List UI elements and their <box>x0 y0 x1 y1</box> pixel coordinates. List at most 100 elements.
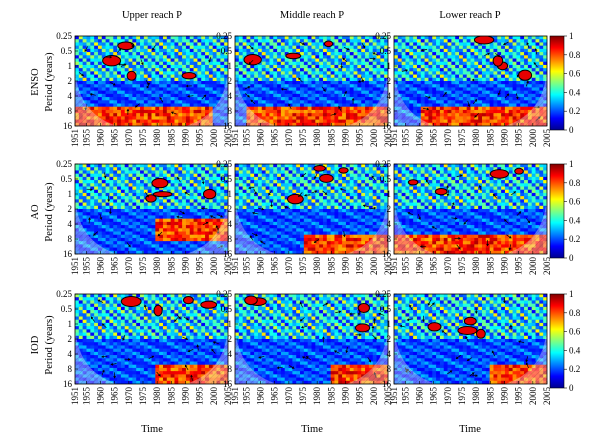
x-tick-label: 1951 <box>70 129 80 147</box>
y-tick-label: 1 <box>387 319 392 329</box>
x-tick-label: 2000 <box>209 129 219 148</box>
x-tick-label: 2000 <box>528 257 538 276</box>
row-label-enso: ENSO <box>30 68 41 96</box>
y-tick-label: 1 <box>68 319 73 329</box>
x-tick-label: 1960 <box>415 387 425 406</box>
y-tick-label: 0.25 <box>56 31 72 41</box>
x-tick-label: 1990 <box>341 387 351 406</box>
y-tick-label: 4 <box>228 219 233 229</box>
x-tick-label: 1955 <box>81 129 91 148</box>
x-axis-title-lower: Time <box>459 424 481 435</box>
colorbar-tick-label: 0.2 <box>569 234 580 244</box>
y-tick-label: 16 <box>382 121 392 131</box>
x-tick-label: 2000 <box>369 257 379 276</box>
row-label-ao: AO <box>30 204 41 220</box>
x-tick-label: 1980 <box>471 129 481 148</box>
x-tick-label: 1980 <box>471 387 481 406</box>
y-tick-label: 2 <box>68 204 73 214</box>
y-tick-label: 2 <box>228 204 233 214</box>
x-tick-label: 1980 <box>312 129 322 148</box>
x-tick-label: 2000 <box>209 387 219 406</box>
x-tick-label: 1990 <box>181 129 191 148</box>
column-title-lower: Lower reach P <box>439 10 500 21</box>
y-tick-label: 16 <box>223 121 233 131</box>
y-tick-label: 2 <box>68 76 73 86</box>
y-tick-label: 0.5 <box>221 174 233 184</box>
x-tick-label: 1980 <box>152 387 162 406</box>
x-tick-label: 2005 <box>223 387 233 406</box>
x-tick-label: 1990 <box>500 387 510 406</box>
y-tick-label: 0.25 <box>56 289 72 299</box>
y-tick-label: 0.5 <box>61 304 73 314</box>
x-tick-label: 1995 <box>195 387 205 406</box>
colorbar-tick-label: 0.8 <box>569 50 581 60</box>
y-tick-label: 0.25 <box>216 31 232 41</box>
x-tick-label: 1965 <box>110 129 120 148</box>
x-tick-label: 1975 <box>138 129 148 148</box>
x-tick-label: 1985 <box>326 387 336 406</box>
y-tick-label: 8 <box>387 364 392 374</box>
x-tick-label: 1990 <box>181 257 191 276</box>
colorbar-tick-label: 1 <box>569 159 574 169</box>
x-tick-label: 1955 <box>241 257 251 276</box>
x-tick-label: 1995 <box>514 129 524 148</box>
colorbar-enso: 1 0.8 0.6 0.4 0.2 0 <box>549 31 581 135</box>
x-tick-label: 1960 <box>256 129 266 148</box>
y-tick-label: 8 <box>68 106 73 116</box>
y-tick-label: 0.25 <box>56 159 72 169</box>
x-tick-label: 1995 <box>355 129 365 148</box>
x-tick-label: 2005 <box>223 257 233 276</box>
y-tick-label: 16 <box>63 121 73 131</box>
y-tick-label: 2 <box>68 334 73 344</box>
x-tick-label: 1951 <box>70 257 80 275</box>
column-title-middle: Middle reach P <box>280 10 344 21</box>
y-tick-label: 16 <box>223 379 233 389</box>
x-tick-label: 1995 <box>195 129 205 148</box>
y-tick-label: 8 <box>387 106 392 116</box>
colorbar-iod: 1 0.8 0.6 0.4 0.2 0 <box>549 289 581 393</box>
colorbar-tick-label: 0.8 <box>569 178 581 188</box>
y-tick-label: 0.25 <box>375 289 391 299</box>
x-tick-label: 1980 <box>312 257 322 276</box>
column-title-upper: Upper reach P <box>122 10 182 21</box>
y-tick-label: 4 <box>387 219 392 229</box>
x-tick-label: 1951 <box>389 129 399 147</box>
x-tick-label: 1980 <box>471 257 481 276</box>
x-tick-label: 2000 <box>528 387 538 406</box>
y-tick-label: 2 <box>387 334 392 344</box>
y-tick-label: 1 <box>387 189 392 199</box>
x-tick-label: 1960 <box>256 257 266 276</box>
colorbar-tick-label: 0 <box>569 253 574 263</box>
x-tick-label: 2000 <box>528 129 538 148</box>
y-tick-label: 2 <box>387 204 392 214</box>
x-tick-label: 1985 <box>485 387 495 406</box>
x-tick-label: 1985 <box>166 387 176 406</box>
colorbar-tick-label: 1 <box>569 289 574 299</box>
y-tick-label: 0.5 <box>61 174 73 184</box>
y-tick-label: 2 <box>228 76 233 86</box>
x-tick-label: 1955 <box>241 129 251 148</box>
x-tick-label: 1960 <box>415 257 425 276</box>
x-tick-label: 2005 <box>542 129 552 148</box>
x-tick-label: 1975 <box>457 129 467 148</box>
y-tick-label: 16 <box>63 379 73 389</box>
x-tick-label: 1965 <box>110 257 120 276</box>
colorbar-tick-label: 0.2 <box>569 364 580 374</box>
y-tick-label: 1 <box>387 61 392 71</box>
x-tick-label: 1951 <box>389 257 399 275</box>
y-tick-label: 0.25 <box>375 31 391 41</box>
y-tick-label: 4 <box>68 219 73 229</box>
y-tick-label: 0.5 <box>380 304 392 314</box>
colorbar-tick-label: 0.8 <box>569 308 581 318</box>
x-tick-label: 1970 <box>443 129 453 148</box>
colorbar-group: 1 0.8 0.6 0.4 0.2 0 1 0.8 0.6 0.4 0.2 0 1 0.8 0.6 0.4 0.… <box>549 31 581 393</box>
x-tick-label: 1995 <box>514 387 524 406</box>
x-tick-label: 1965 <box>429 129 439 148</box>
colorbar-tick-label: 0.6 <box>569 69 581 79</box>
x-tick-label: 1960 <box>96 387 106 406</box>
